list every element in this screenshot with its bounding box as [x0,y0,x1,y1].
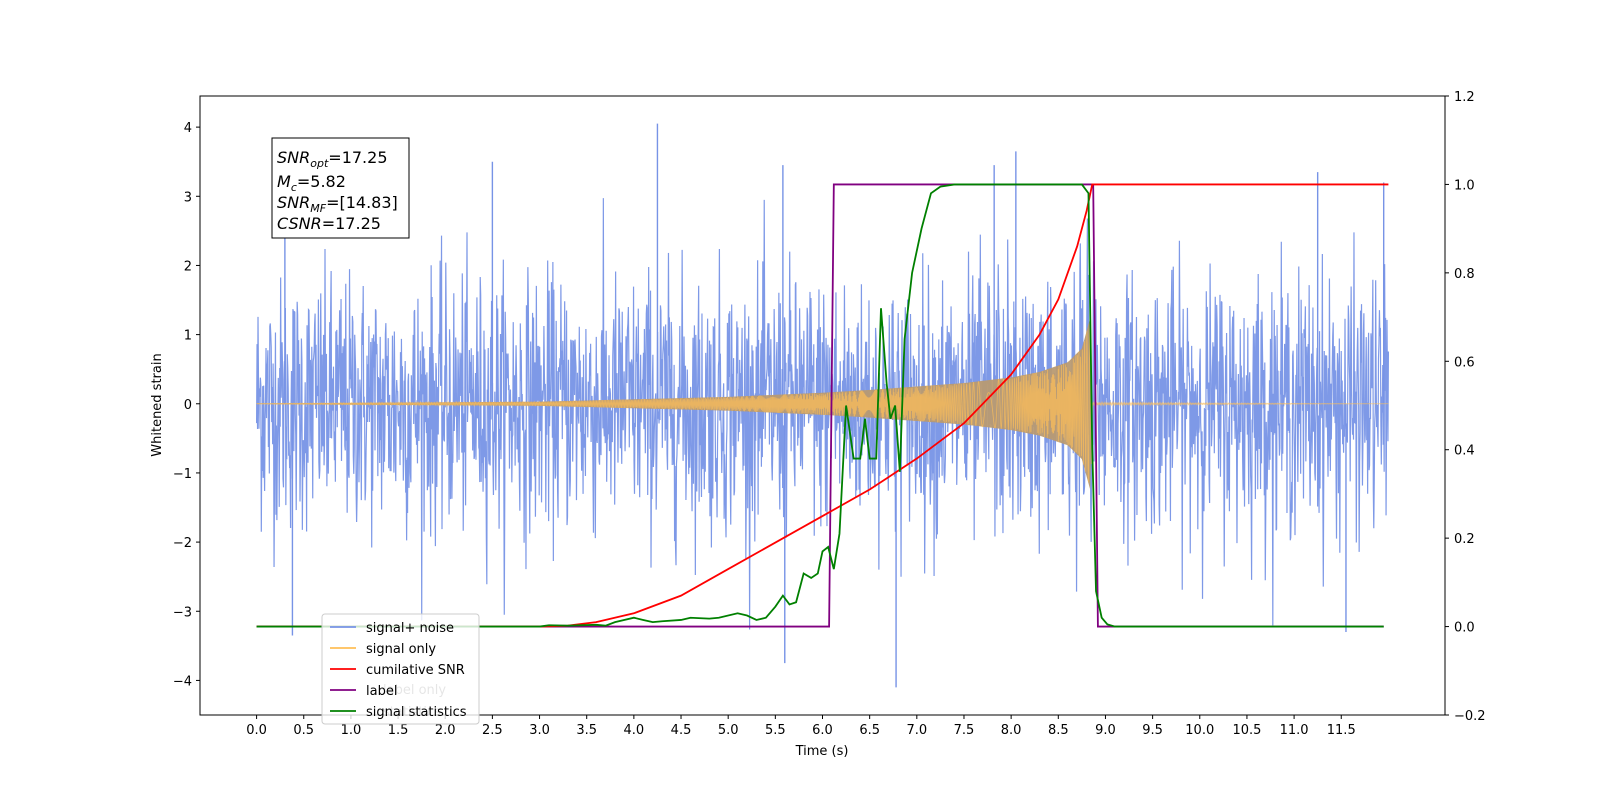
x-tick-label: 3.0 [529,723,550,738]
y-left-tick-label: −1 [173,467,192,482]
annotation-mc-value: =5.82 [297,172,346,191]
annotation-csnr-value: =17.25 [322,214,381,233]
annotation-snr-opt-base: SNR [277,148,310,167]
y-axis-right: −0.2 0.0 0.2 0.4 0.6 0.8 1.0 1.2 [1445,90,1486,724]
x-tick-label: 4.5 [671,723,692,738]
x-tick-label: 1.0 [341,723,362,738]
y-axis-left: −4 −3 −2 −1 0 1 2 3 4 [173,121,200,689]
x-tick-label: 11.5 [1327,723,1356,738]
annotation-mc-base: M [277,172,291,191]
annotation-box: SNRopt=17.25Mc=5.82SNRMF=[14.83]CSNR=17.… [271,137,410,239]
x-tick-label: 8.0 [1001,723,1022,738]
x-tick-label: 2.5 [482,723,503,738]
x-tick-label: 10.0 [1185,723,1214,738]
y-left-tick-label: −4 [173,674,192,689]
y-left-tick-label: 3 [184,190,192,205]
legend: label onlystatisticssignal+ noisesignal … [321,613,480,725]
annotation-snr-opt-value: =17.25 [328,148,387,167]
y-left-tick-label: 2 [184,259,192,274]
y-right-tick-label: −0.2 [1454,709,1486,724]
legend-entry-4: signal statistics [366,705,467,720]
x-tick-label: 4.0 [624,723,645,738]
y-left-tick-label: 4 [184,121,192,136]
annotation-mc: Mc=5.82 [277,172,346,194]
x-tick-label: 6.5 [859,723,880,738]
y-right-tick-label: 0.6 [1454,355,1475,370]
x-tick-label: 10.5 [1232,723,1261,738]
annotation-mc-sub: c [291,181,297,194]
y-right-tick-label: 1.0 [1454,178,1475,193]
annotation-snr-opt-sub: opt [310,157,329,170]
x-axis-label: Time (s) [795,744,849,759]
annotation-csnr-base: CSNR [277,214,322,233]
x-tick-label: 5.0 [718,723,739,738]
y-left-tick-label: −2 [173,536,192,551]
annotation-csnr: CSNR=17.25 [277,214,381,233]
series-signal-noise-line [255,198,1390,630]
legend-entry-1: signal only [366,642,436,657]
x-tick-label: 11.0 [1280,723,1309,738]
x-tick-label: 0.5 [293,723,314,738]
y-right-tick-label: 0.0 [1454,621,1475,636]
x-axis: 0.0 0.5 1.0 1.5 2.0 2.5 3.0 3.5 4.0 4.5 5.0 5.5 6.0 6… [246,715,1356,738]
legend-entry-3: label [366,684,397,699]
x-tick-label: 9.5 [1142,723,1163,738]
annotation-snr-mf-value: =[14.83] [326,193,398,212]
x-tick-label: 9.0 [1095,723,1116,738]
annotation-snr-mf-sub: MF [310,202,326,215]
x-tick-label: 1.5 [388,723,409,738]
series-signal-only-line [256,319,1389,483]
legend-frame [321,613,480,725]
series-cumulative-snr-line [256,183,1389,628]
y-right-tick-label: 1.2 [1454,90,1475,105]
x-tick-label: 5.5 [765,723,786,738]
x-tick-label: 2.0 [435,723,456,738]
y-left-tick-label: −3 [173,605,192,620]
x-tick-label: 0.0 [246,723,267,738]
y-left-tick-label: 0 [184,398,192,413]
y-axis-label: Whitened strain [150,353,165,456]
x-tick-label: 3.5 [576,723,597,738]
y-right-tick-label: 0.4 [1454,444,1475,459]
annotation-frame [271,137,410,239]
x-tick-label: 7.5 [954,723,975,738]
y-right-tick-label: 0.8 [1454,267,1475,282]
legend-entry-2: cumilative SNR [366,663,465,678]
y-right-tick-label: 0.2 [1454,532,1475,547]
annotation-snr-mf: SNRMF=[14.83] [277,193,398,215]
x-tick-label: 7.0 [906,723,927,738]
annotation-snr-opt: SNRopt=17.25 [277,148,388,170]
legend-entry-0: signal+ noise [366,621,454,636]
x-tick-label: 8.5 [1048,723,1069,738]
annotation-snr-mf-base: SNR [277,193,310,212]
series-signal-statistics-line [256,183,1384,628]
y-left-tick-label: 1 [184,329,192,344]
x-tick-label: 6.0 [812,723,833,738]
